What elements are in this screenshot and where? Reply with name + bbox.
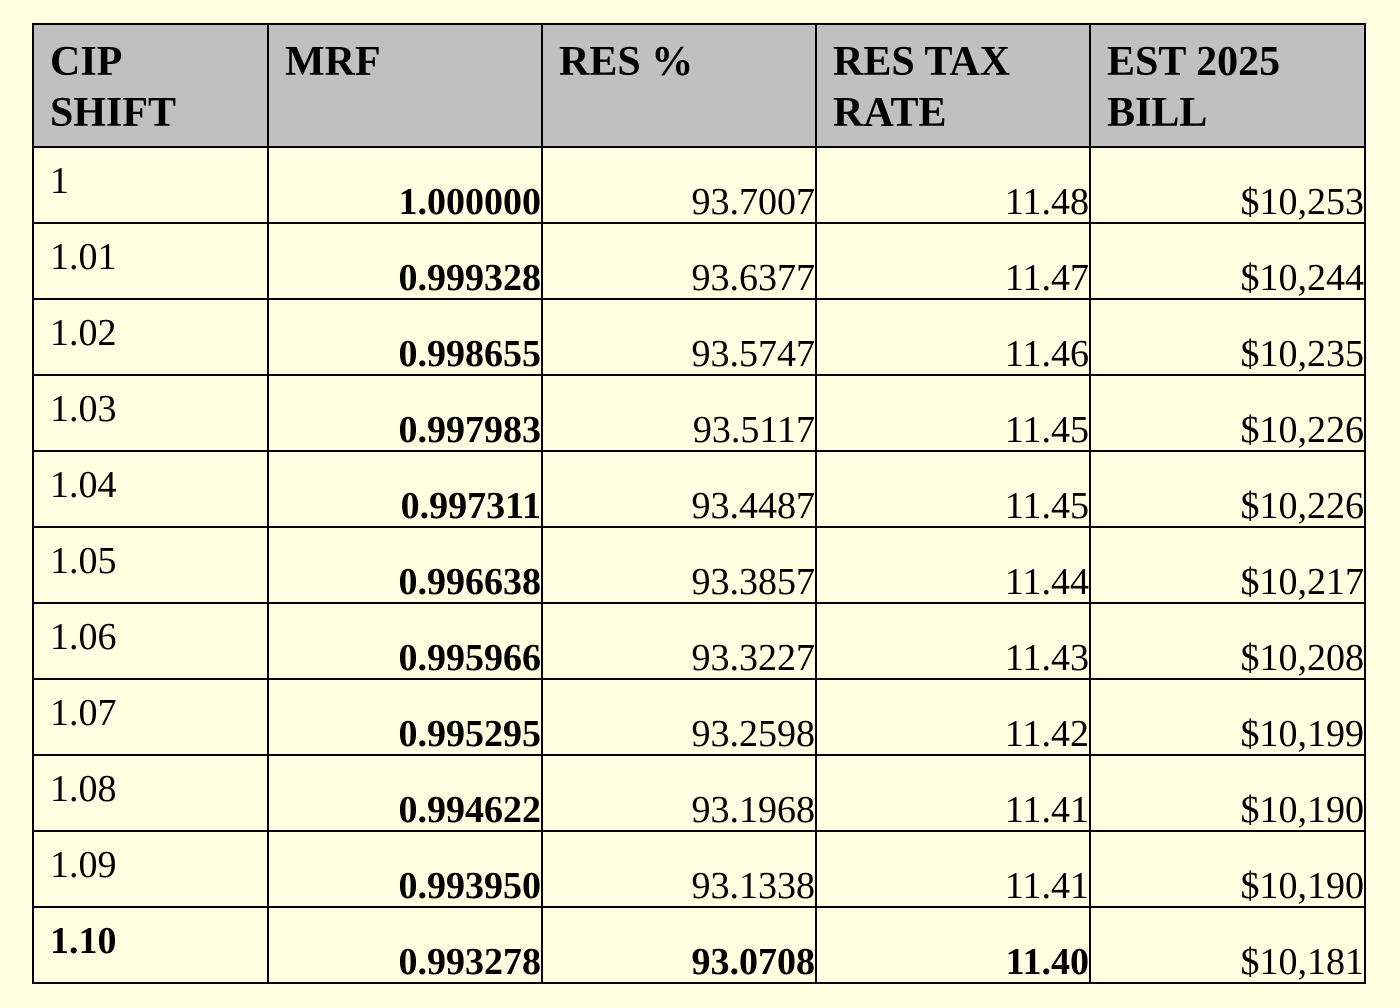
cell-cip-shift: 1.10: [32, 906, 269, 984]
cell-res-percent: 93.3857: [541, 526, 817, 604]
header-cip-shift: CIP SHIFT: [32, 23, 269, 148]
table-row: 1.02 0.998655 93.5747 11.46 $10,235: [32, 298, 1366, 376]
cell-mrf: 0.994622: [267, 754, 543, 832]
cell-est-2025-bill: $10,190: [1089, 754, 1366, 832]
cell-mrf: 0.999328: [267, 222, 543, 300]
tax-rate-table-container: CIP SHIFT MRF RES % RES TAX RATE EST 202…: [32, 23, 1366, 984]
cell-res-tax-rate: 11.45: [815, 450, 1091, 528]
cell-res-tax-rate: 11.45: [815, 374, 1091, 452]
cell-est-2025-bill: $10,208: [1089, 602, 1366, 680]
cell-res-percent: 93.5117: [541, 374, 817, 452]
cell-res-tax-rate: 11.47: [815, 222, 1091, 300]
cell-res-tax-rate: 11.42: [815, 678, 1091, 756]
cell-res-percent: 93.6377: [541, 222, 817, 300]
table-row: 1.01 0.999328 93.6377 11.47 $10,244: [32, 222, 1366, 300]
header-mrf: MRF: [267, 23, 543, 148]
table-row: 1 1.000000 93.7007 11.48 $10,253: [32, 146, 1366, 224]
cell-mrf: 0.997983: [267, 374, 543, 452]
cell-res-tax-rate: 11.41: [815, 754, 1091, 832]
cell-mrf: 0.995295: [267, 678, 543, 756]
cell-est-2025-bill: $10,181: [1089, 906, 1366, 984]
cell-res-tax-rate: 11.40: [815, 906, 1091, 984]
cell-mrf: 0.995966: [267, 602, 543, 680]
cell-mrf: 1.000000: [267, 146, 543, 224]
cell-cip-shift: 1.07: [32, 678, 269, 756]
cell-est-2025-bill: $10,244: [1089, 222, 1366, 300]
cell-res-percent: 93.3227: [541, 602, 817, 680]
header-est-2025-bill: EST 2025 BILL: [1089, 23, 1366, 148]
cell-cip-shift: 1.06: [32, 602, 269, 680]
cell-mrf: 0.996638: [267, 526, 543, 604]
cell-mrf: 0.998655: [267, 298, 543, 376]
table-row: 1.03 0.997983 93.5117 11.45 $10,226: [32, 374, 1366, 452]
table-row: 1.08 0.994622 93.1968 11.41 $10,190: [32, 754, 1366, 832]
header-res-tax-rate: RES TAX RATE: [815, 23, 1091, 148]
cell-est-2025-bill: $10,217: [1089, 526, 1366, 604]
table-row: 1.07 0.995295 93.2598 11.42 $10,199: [32, 678, 1366, 756]
table-row: 1.05 0.996638 93.3857 11.44 $10,217: [32, 526, 1366, 604]
cell-est-2025-bill: $10,253: [1089, 146, 1366, 224]
cell-res-tax-rate: 11.46: [815, 298, 1091, 376]
table-row: 1.09 0.993950 93.1338 11.41 $10,190: [32, 830, 1366, 908]
cell-res-percent: 93.4487: [541, 450, 817, 528]
cell-res-percent: 93.1968: [541, 754, 817, 832]
cell-est-2025-bill: $10,226: [1089, 374, 1366, 452]
table-row: 1.06 0.995966 93.3227 11.43 $10,208: [32, 602, 1366, 680]
table-body: 1 1.000000 93.7007 11.48 $10,253 1.01 0.999328…: [32, 146, 1366, 984]
header-res-percent: RES %: [541, 23, 817, 148]
cell-cip-shift: 1.01: [32, 222, 269, 300]
cell-cip-shift: 1.08: [32, 754, 269, 832]
cell-mrf: 0.997311: [267, 450, 543, 528]
cell-res-percent: 93.2598: [541, 678, 817, 756]
cell-est-2025-bill: $10,226: [1089, 450, 1366, 528]
cell-res-tax-rate: 11.43: [815, 602, 1091, 680]
cell-cip-shift: 1.09: [32, 830, 269, 908]
cell-cip-shift: 1.05: [32, 526, 269, 604]
table-row: 1.10 0.993278 93.0708 11.40 $10,181: [32, 906, 1366, 984]
cell-res-percent: 93.7007: [541, 146, 817, 224]
cell-est-2025-bill: $10,199: [1089, 678, 1366, 756]
cell-cip-shift: 1.03: [32, 374, 269, 452]
cell-cip-shift: 1.04: [32, 450, 269, 528]
cell-res-percent: 93.5747: [541, 298, 817, 376]
tax-rate-table: CIP SHIFT MRF RES % RES TAX RATE EST 202…: [32, 23, 1366, 984]
table-header-row: CIP SHIFT MRF RES % RES TAX RATE EST 202…: [32, 23, 1366, 148]
cell-res-tax-rate: 11.44: [815, 526, 1091, 604]
cell-cip-shift: 1.02: [32, 298, 269, 376]
cell-res-percent: 93.0708: [541, 906, 817, 984]
cell-est-2025-bill: $10,235: [1089, 298, 1366, 376]
cell-res-tax-rate: 11.41: [815, 830, 1091, 908]
cell-cip-shift: 1: [32, 146, 269, 224]
cell-res-percent: 93.1338: [541, 830, 817, 908]
table-row: 1.04 0.997311 93.4487 11.45 $10,226: [32, 450, 1366, 528]
cell-est-2025-bill: $10,190: [1089, 830, 1366, 908]
cell-mrf: 0.993278: [267, 906, 543, 984]
cell-mrf: 0.993950: [267, 830, 543, 908]
cell-res-tax-rate: 11.48: [815, 146, 1091, 224]
